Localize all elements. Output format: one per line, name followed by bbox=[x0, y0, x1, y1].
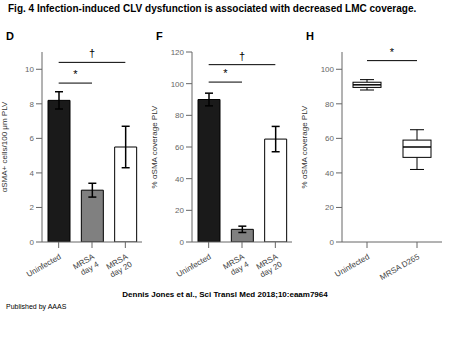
svg-text:4: 4 bbox=[30, 169, 35, 178]
svg-text:*: * bbox=[223, 67, 228, 79]
svg-text:8: 8 bbox=[30, 100, 35, 109]
svg-text:40: 40 bbox=[325, 169, 334, 178]
svg-text:MRSAday 20: MRSAday 20 bbox=[104, 252, 134, 280]
svg-text:10: 10 bbox=[25, 65, 34, 74]
svg-text:100: 100 bbox=[171, 80, 185, 89]
svg-text:% αSMA coverage PLV: % αSMA coverage PLV bbox=[300, 105, 309, 188]
svg-text:% αSMA coverage PLV: % αSMA coverage PLV bbox=[150, 105, 159, 188]
svg-text:Uninfected: Uninfected bbox=[25, 252, 63, 279]
svg-text:60: 60 bbox=[325, 134, 334, 143]
svg-text:0: 0 bbox=[330, 238, 335, 247]
svg-text:MRSA D265: MRSA D265 bbox=[378, 252, 421, 282]
html-text:F: F bbox=[156, 30, 163, 42]
svg-text:0: 0 bbox=[30, 238, 35, 247]
html-text:Published by AAAS: Published by AAAS bbox=[6, 303, 67, 310]
html-text:D: D bbox=[6, 30, 14, 42]
svg-text:20: 20 bbox=[325, 203, 334, 212]
svg-text:80: 80 bbox=[175, 111, 184, 120]
svg-text:20: 20 bbox=[175, 206, 184, 215]
svg-text:αSMA+ cells/100 μm PLV: αSMA+ cells/100 μm PLV bbox=[8, 101, 9, 192]
svg-text:Uninfected: Uninfected bbox=[333, 252, 371, 279]
svg-text:6: 6 bbox=[30, 134, 35, 143]
svg-text:0: 0 bbox=[180, 238, 185, 247]
svg-text:80: 80 bbox=[325, 100, 334, 109]
html-text:Fig. 4 Infection-induced CLV d: Fig. 4 Infection-induced CLV dysfunction… bbox=[8, 3, 417, 14]
svg-text:Uninfected: Uninfected bbox=[175, 252, 213, 279]
svg-text:2: 2 bbox=[30, 203, 35, 212]
svg-text:120: 120 bbox=[171, 48, 185, 57]
svg-text:†: † bbox=[89, 47, 95, 59]
svg-text:*: * bbox=[73, 68, 78, 80]
svg-text:40: 40 bbox=[175, 175, 184, 184]
svg-text:*: * bbox=[390, 46, 395, 58]
svg-text:MRSAday 4: MRSAday 4 bbox=[71, 252, 100, 279]
html-text:Dennis Jones et al., Sci Trans: Dennis Jones et al., Sci Transl Med 2018… bbox=[122, 290, 328, 299]
svg-text:60: 60 bbox=[175, 143, 184, 152]
html-text:H: H bbox=[306, 30, 314, 42]
svg-text:MRSAday 20: MRSAday 20 bbox=[254, 252, 284, 280]
svg-text:MRSAday 4: MRSAday 4 bbox=[221, 252, 250, 279]
svg-text:†: † bbox=[239, 50, 245, 62]
svg-text:100: 100 bbox=[321, 65, 335, 74]
